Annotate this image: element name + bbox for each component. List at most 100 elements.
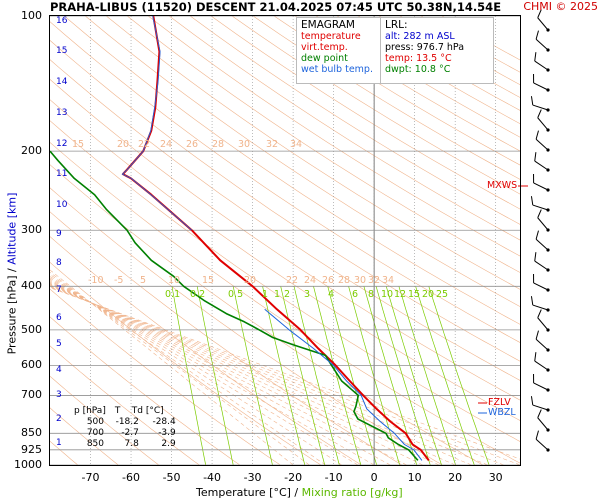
altitude-tick-label: 15 — [56, 46, 68, 57]
table-cell: -2.7 — [121, 428, 139, 438]
wind-barb — [533, 74, 550, 92]
barb-dot — [546, 388, 550, 392]
legend-item-wet-bulb: wet bulb temp. — [301, 64, 373, 75]
barb-dot — [546, 428, 550, 432]
barb-dot — [546, 68, 550, 72]
wind-barb — [535, 130, 550, 152]
barb-flag — [537, 409, 542, 418]
barb-staff — [537, 117, 549, 131]
dry-adiabat-label: 15 — [72, 139, 84, 150]
barb-flag — [530, 96, 534, 106]
table-row: 700 -2.7 -3.9 — [74, 428, 178, 439]
table-row: 500 -18.2 -28.4 — [74, 417, 178, 428]
credit-label: CHMI © 2025 — [523, 0, 598, 13]
x-tick-label: -50 — [162, 471, 181, 484]
barb-staff — [535, 338, 549, 351]
altitude-tick-label: 4 — [56, 364, 62, 375]
series-line-dew-point — [50, 150, 419, 461]
series-line-wet-bulb-temp — [264, 308, 423, 461]
barb-staff — [532, 404, 549, 411]
table-cell: 500 — [86, 417, 104, 427]
legend-item-virt-temp: virt.temp. — [301, 42, 348, 53]
dry-adiabat — [50, 21, 520, 343]
y-axis-label-altitude: Altitude [km] — [5, 192, 19, 265]
barb-staff — [532, 304, 549, 311]
legend-title: EMAGRAM — [301, 19, 355, 31]
wind-barb — [534, 152, 550, 172]
lrl-temp: temp: 13.5 °C — [385, 53, 452, 64]
moist-adiabat-label: 24 — [304, 275, 316, 286]
wind-barb — [533, 174, 550, 192]
x-tick-label: -60 — [122, 471, 141, 484]
moist-adiabat — [50, 278, 375, 465]
moist-adiabat — [50, 269, 294, 465]
x-axis-label-temp: Temperature [°C] / — [196, 486, 299, 499]
table-header-td: Td [°C] — [131, 406, 164, 416]
barb-staff — [537, 317, 549, 331]
barb-staff — [534, 60, 549, 71]
moist-adiabat-label: 32 — [368, 275, 380, 286]
barb-dot — [546, 408, 550, 412]
y-tick-label: 850 — [21, 426, 42, 440]
altitude-tick-label: 13 — [56, 107, 68, 118]
altitude-tick-label: 7 — [56, 285, 62, 296]
mixing-ratio-label: 15 — [408, 289, 420, 300]
mixing-ratio-line — [428, 286, 490, 465]
barb-flag — [537, 309, 542, 318]
x-tick-label: 20 — [448, 471, 463, 484]
dry-adiabat-label: 30 — [238, 139, 250, 150]
y-tick-label: 100 — [21, 9, 42, 22]
dry-adiabat-label: 26 — [186, 139, 198, 150]
mixing-ratio-label: 25 — [436, 289, 448, 300]
dry-adiabat-label: 24 — [160, 139, 172, 150]
barb-dot — [546, 228, 550, 232]
moist-adiabat — [50, 280, 391, 465]
wind-barb — [530, 196, 550, 212]
barb-dot — [546, 268, 550, 272]
barb-staff — [537, 17, 549, 31]
x-axis-label-mix: Mixing ratio [g/kg] — [301, 486, 403, 499]
altitude-tick-label: 11 — [56, 169, 68, 180]
barb-staff — [533, 182, 549, 191]
moist-adiabat-label: 15 — [202, 275, 214, 286]
mixing-ratio-label: 6 — [352, 289, 358, 300]
wind-barb — [537, 9, 550, 32]
mixing-ratio-label: 10 — [381, 289, 393, 300]
barb-flag — [533, 74, 535, 83]
x-tick-label: -40 — [203, 471, 222, 484]
dry-adiabat — [148, 16, 520, 257]
barb-staff — [535, 238, 549, 251]
moist-adiabat — [50, 277, 359, 465]
barb-flag — [534, 352, 537, 362]
mixing-ratio-line — [280, 286, 326, 465]
y-tick-label: 200 — [21, 144, 42, 158]
barb-dot — [546, 128, 550, 132]
barb-dot — [546, 368, 550, 372]
barb-flag — [535, 330, 539, 340]
barb-flag — [535, 230, 539, 240]
altitude-tick-label: 14 — [56, 77, 68, 88]
mixing-ratio-label: 2 — [284, 289, 290, 300]
barb-staff — [534, 160, 549, 171]
moist-adiabat-label: 20 — [244, 275, 256, 286]
series-layer — [50, 16, 430, 462]
mixing-ratio-label: 8 — [368, 289, 374, 300]
mixing-ratio-label: 0.2 — [190, 289, 205, 300]
barb-flag — [533, 274, 535, 283]
barb-dot — [546, 208, 550, 212]
plot-frame — [49, 15, 521, 466]
dry-adiabat — [50, 59, 520, 381]
dry-adiabat — [50, 40, 520, 362]
barb-flag — [534, 52, 537, 62]
barb-dot — [546, 148, 550, 152]
barb-staff — [535, 138, 549, 151]
mixing-ratio-label: 1 — [274, 289, 280, 300]
mixing-ratio-label: 3 — [304, 289, 310, 300]
barb-staff — [534, 360, 549, 371]
y-tick-label: 600 — [21, 358, 42, 372]
x-axis-label: Temperature [°C] / Mixing ratio [g/kg] — [196, 486, 403, 499]
barb-dot — [546, 288, 550, 292]
dry-adiabat-label: 20 — [117, 139, 129, 150]
moist-adiabat-label: 30 — [354, 275, 366, 286]
